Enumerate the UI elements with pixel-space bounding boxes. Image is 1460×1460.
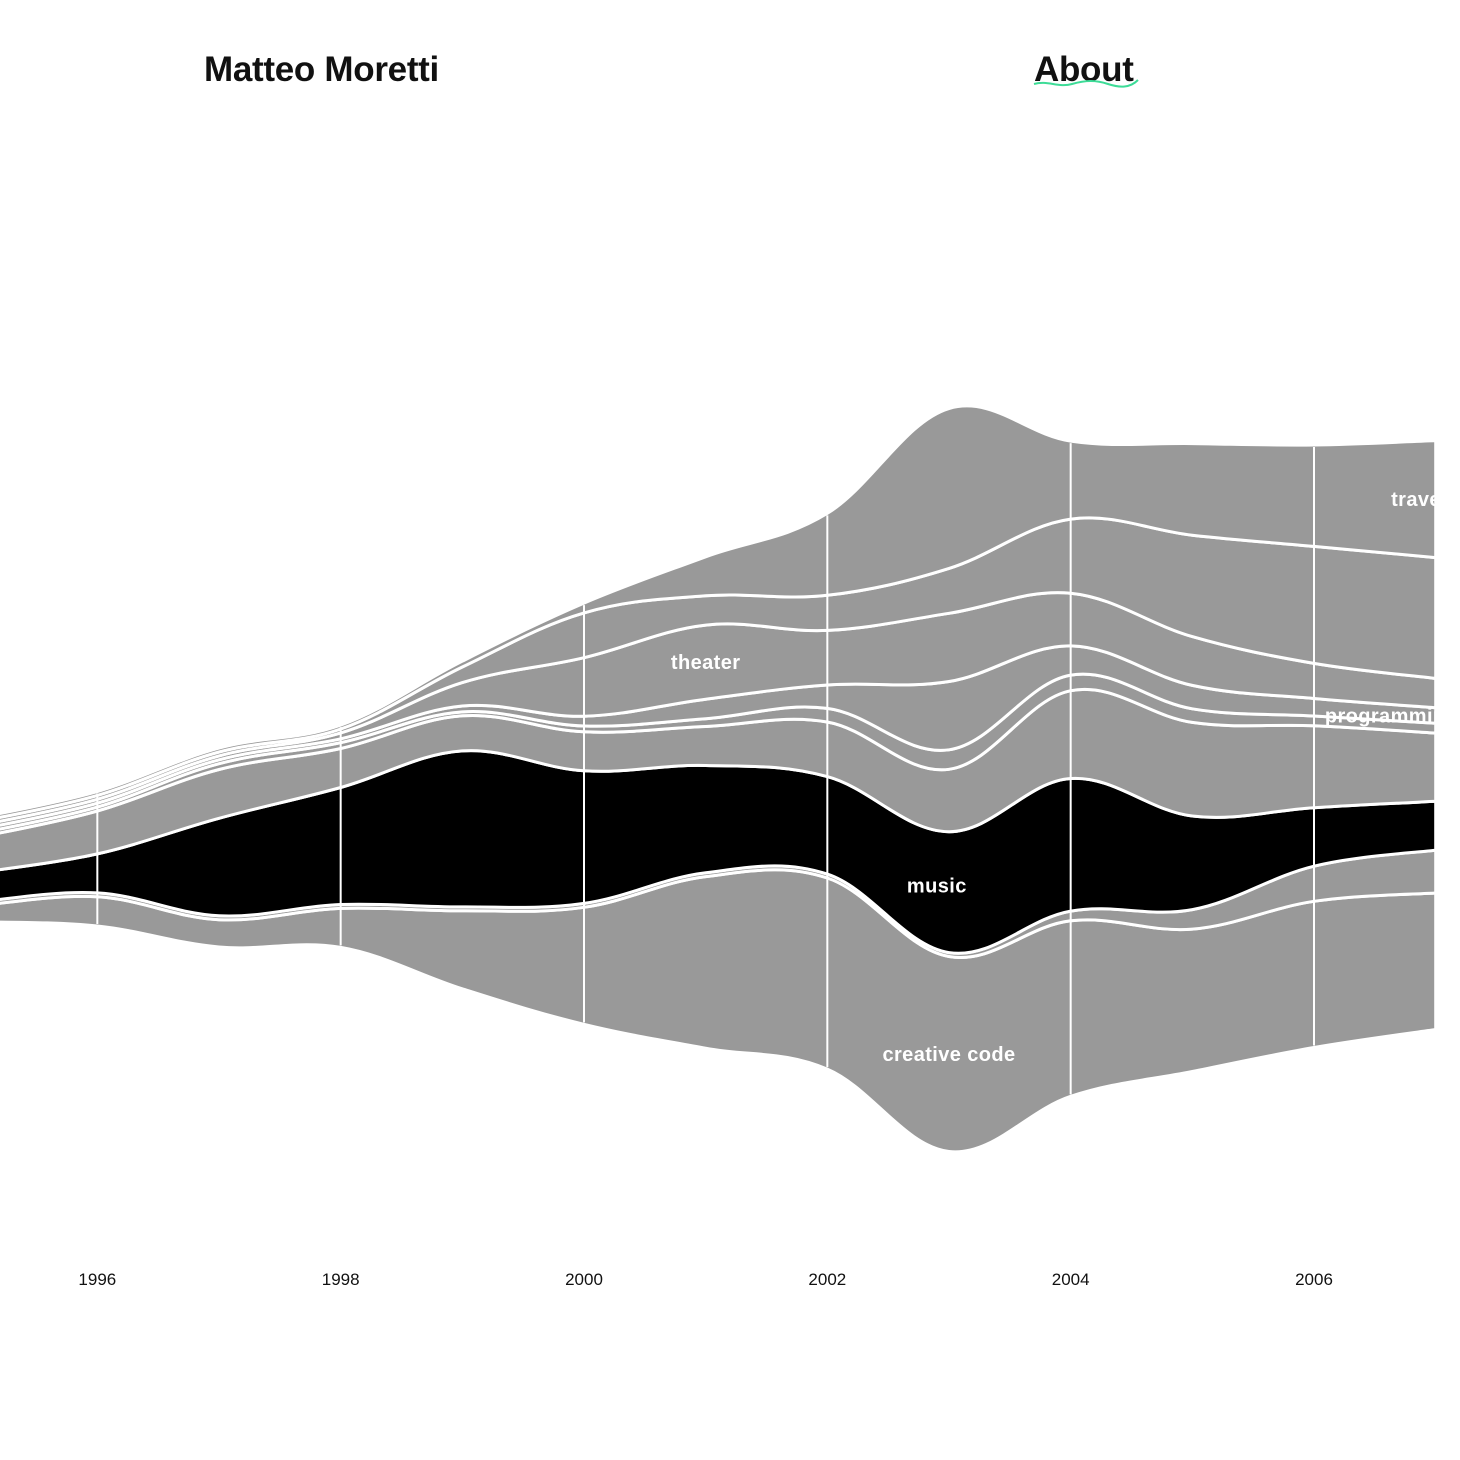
year-tick-label: 1998: [322, 1270, 360, 1289]
about-link[interactable]: About: [1033, 48, 1139, 92]
year-axis: 1996 1998 2000 2002 2004 2006: [78, 1270, 1332, 1289]
year-tick-label: 2004: [1052, 1270, 1090, 1289]
about-link-label: About: [1034, 50, 1134, 89]
stream-label-theater: theater: [671, 652, 741, 674]
streams-layer: [0, 404, 1438, 1154]
stream-label-music: music: [907, 875, 967, 897]
stream-label-programming: programming: [1325, 706, 1458, 728]
stream-labels-layer: theater music creative code travel programmi…: [671, 489, 1458, 1066]
year-tick-label: 1996: [78, 1270, 116, 1289]
year-tick-label: 2002: [808, 1270, 846, 1289]
stream-travel[interactable]: [0, 404, 1438, 822]
stream-label-travel: travel: [1391, 489, 1447, 511]
year-tick-label: 2006: [1295, 1270, 1333, 1289]
site-title[interactable]: Matteo Moretti: [204, 50, 439, 89]
gridlines-layer: [96, 443, 1315, 1095]
stream-label-creative-code: creative code: [882, 1044, 1015, 1066]
year-tick-label: 2000: [565, 1270, 603, 1289]
